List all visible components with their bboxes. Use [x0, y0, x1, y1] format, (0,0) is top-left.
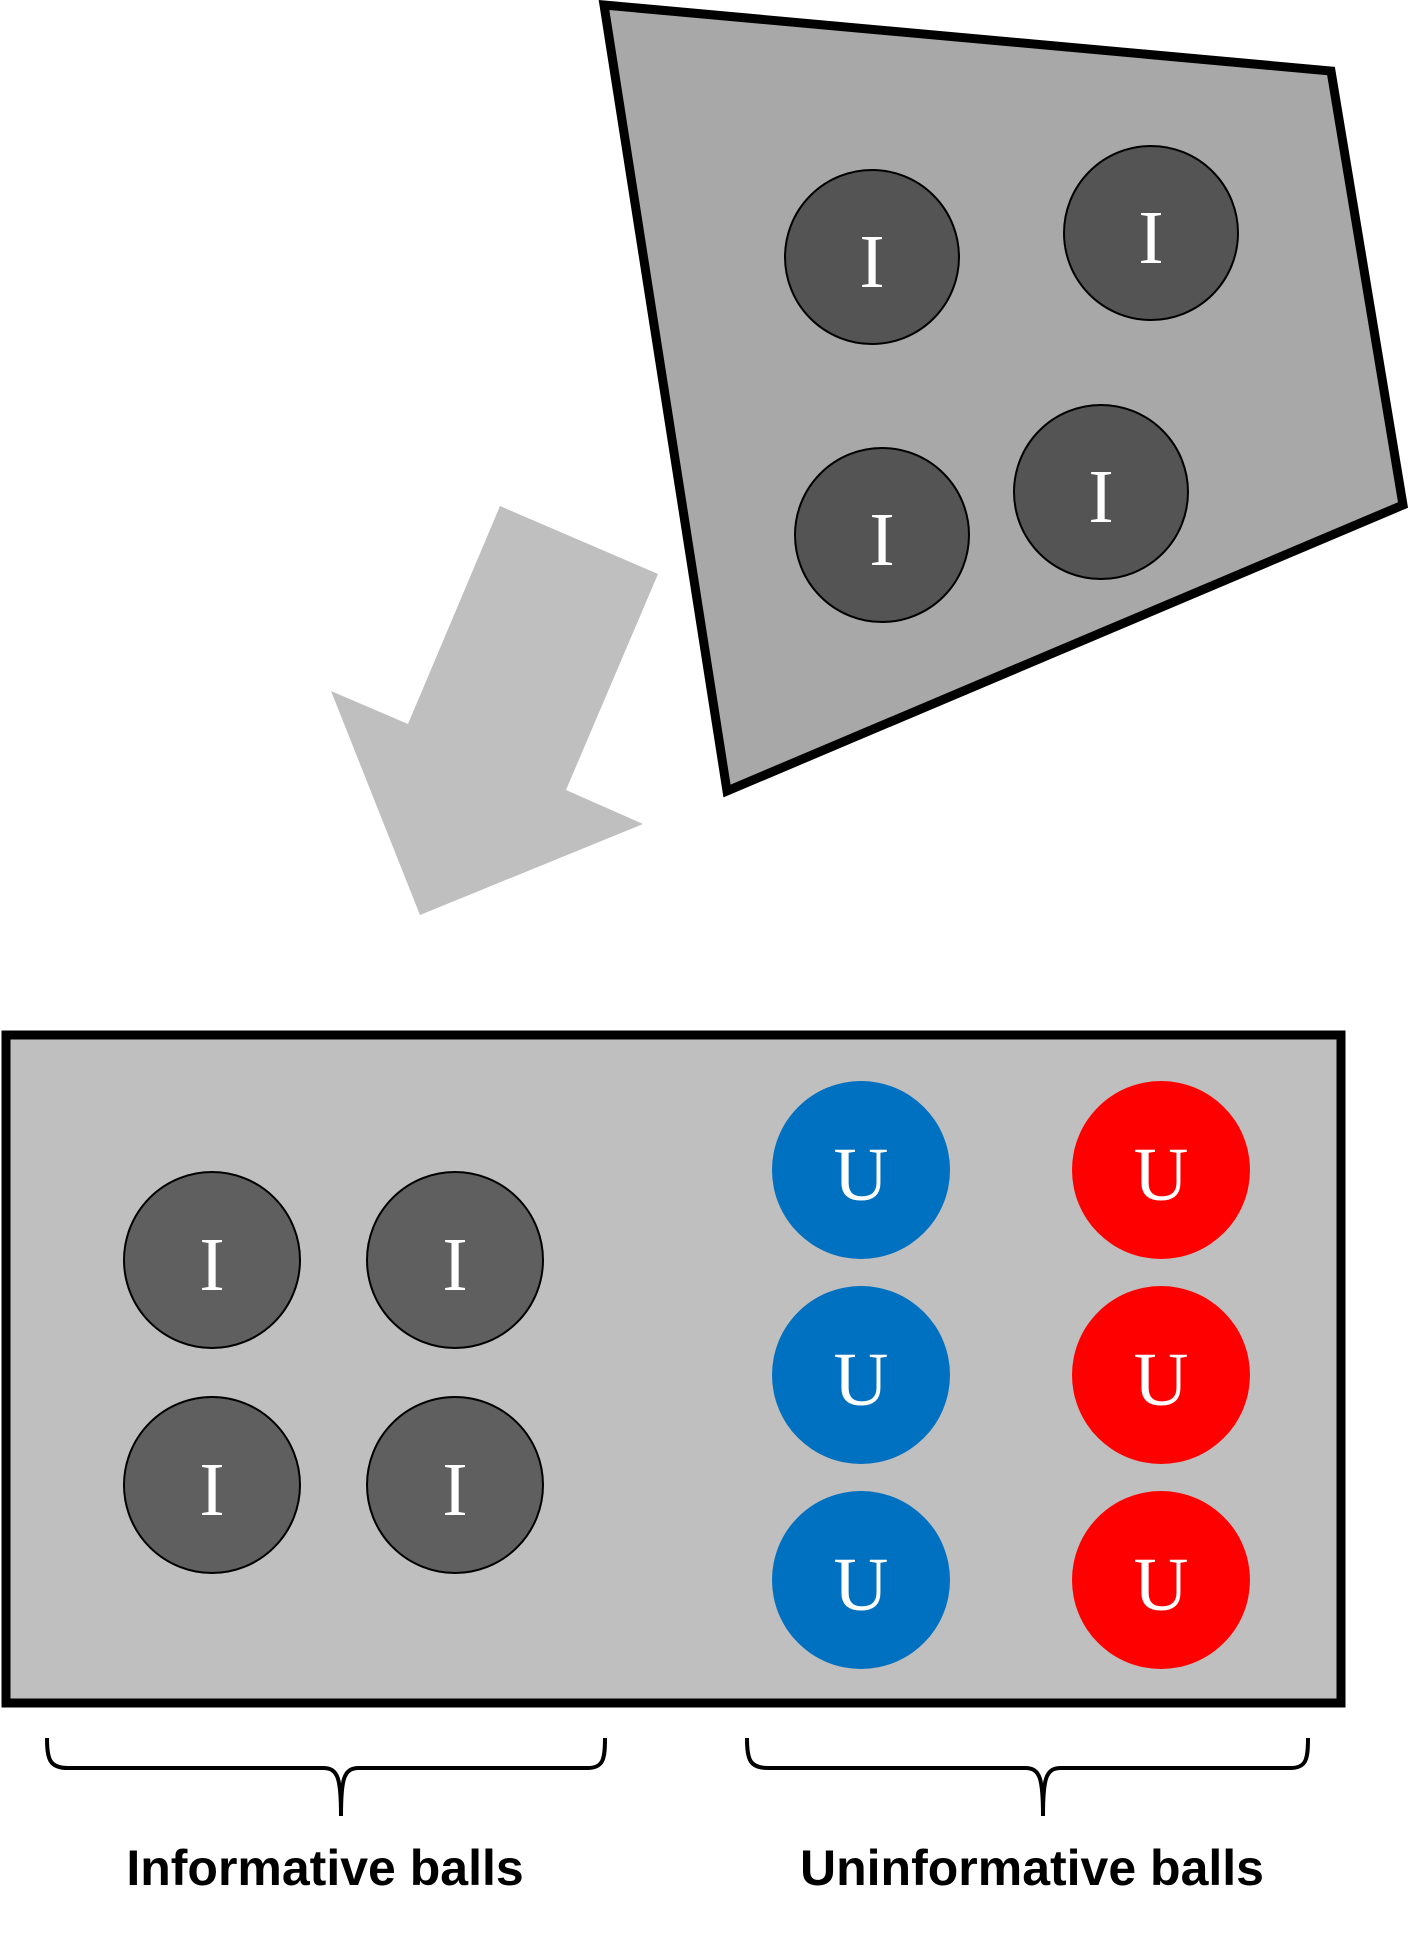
uninformative-ball-red: U: [1072, 1491, 1250, 1669]
informative-label: Informative balls: [126, 1840, 523, 1896]
ball-letter: U: [834, 1543, 889, 1627]
uninformative-ball-circle: [772, 1081, 950, 1259]
ball-letter: I: [199, 1448, 224, 1532]
ball-letter: U: [1134, 1338, 1189, 1422]
uninformative-ball-circle: [772, 1286, 950, 1464]
informative-ball: I: [366, 1171, 544, 1349]
informative-ball: I: [123, 1396, 301, 1574]
informative-ball-circle: [794, 447, 970, 623]
informative-ball-circle: [366, 1171, 544, 1349]
uninformative-ball-circle: [772, 1491, 950, 1669]
ball-letter: U: [834, 1133, 889, 1217]
uninformative-ball-red: U: [1072, 1081, 1250, 1259]
uninformative-ball-blue: U: [772, 1081, 950, 1259]
uninformative-ball-red: U: [1072, 1286, 1250, 1464]
uninformative-ball-circle: [1072, 1081, 1250, 1259]
transfer-arrow-icon: [331, 506, 658, 915]
informative-ball-circle: [1063, 145, 1239, 321]
informative-ball-circle: [784, 169, 960, 345]
uninformative-ball-blue: U: [772, 1286, 950, 1464]
ball-letter: I: [442, 1223, 467, 1307]
uninformative-ball-blue: U: [772, 1491, 950, 1669]
informative-ball: I: [366, 1396, 544, 1574]
source-ball: I: [1063, 145, 1239, 321]
ball-letter: U: [1134, 1133, 1189, 1217]
ball-letter: I: [869, 498, 894, 582]
source-ball: I: [794, 447, 970, 623]
source-container: [598, 0, 1409, 798]
uninformative-label: Uninformative balls: [800, 1840, 1264, 1896]
source-ball: I: [1013, 404, 1189, 580]
ball-letter: U: [834, 1338, 889, 1422]
informative-ball: I: [123, 1171, 301, 1349]
informative-brace: [45, 1737, 607, 1817]
source-ball: I: [784, 169, 960, 345]
uninformative-brace: [745, 1737, 1310, 1817]
ball-letter: I: [1138, 196, 1163, 280]
uninformative-ball-circle: [1072, 1491, 1250, 1669]
ball-letter: I: [859, 220, 884, 304]
ball-letter: I: [442, 1448, 467, 1532]
uninformative-ball-circle: [1072, 1286, 1250, 1464]
informative-ball-circle: [123, 1171, 301, 1349]
ball-letter: I: [199, 1223, 224, 1307]
informative-ball-circle: [123, 1396, 301, 1574]
ball-letter: U: [1134, 1543, 1189, 1627]
informative-ball-circle: [1013, 404, 1189, 580]
informative-ball-circle: [366, 1396, 544, 1574]
ball-letter: I: [1088, 455, 1113, 539]
